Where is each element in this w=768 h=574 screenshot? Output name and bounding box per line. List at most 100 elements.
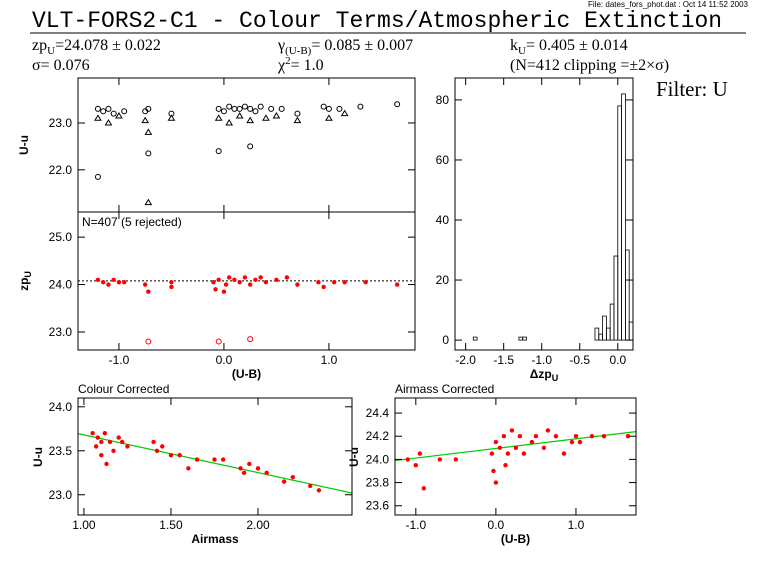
point bbox=[145, 338, 152, 345]
point bbox=[405, 457, 411, 462]
x-axis-label-main: Δzp bbox=[530, 367, 552, 381]
y-tick-label: 24.4 bbox=[366, 406, 390, 420]
frame bbox=[77, 397, 353, 516]
point bbox=[215, 338, 222, 345]
x-tick-label: -1.0 bbox=[405, 518, 426, 532]
point bbox=[521, 451, 527, 456]
stat: σ= 0.076 bbox=[32, 57, 90, 74]
y-tick-label: 23.5 bbox=[49, 444, 73, 458]
x-tick-label: 1.0 bbox=[568, 518, 585, 532]
annotation: N=407 (5 rejected) bbox=[82, 215, 182, 229]
point bbox=[145, 105, 152, 112]
point bbox=[104, 461, 109, 467]
filter-label: Filter: U bbox=[656, 77, 728, 101]
point bbox=[573, 434, 579, 439]
x-tick-label: 0.0 bbox=[216, 353, 233, 367]
y-tick-label: 23.6 bbox=[366, 499, 390, 513]
point bbox=[533, 434, 539, 439]
point bbox=[95, 277, 101, 283]
point bbox=[413, 462, 419, 468]
stat-rest: = 0.405 ± 0.014 bbox=[526, 37, 628, 54]
point bbox=[316, 488, 322, 493]
stat: zpU=24.078 ± 0.022 bbox=[32, 37, 161, 57]
point bbox=[394, 282, 400, 287]
y-axis-label: U-u bbox=[17, 135, 31, 155]
histogram-bar bbox=[598, 333, 603, 341]
point bbox=[363, 279, 368, 285]
point bbox=[255, 466, 261, 471]
stat-rest: = 0.085 ± 0.007 bbox=[311, 37, 413, 54]
point bbox=[501, 434, 507, 439]
point bbox=[120, 439, 125, 445]
point bbox=[186, 466, 191, 471]
stat: kU= 0.405 ± 0.014 bbox=[510, 37, 628, 57]
y-tick-label: 23.0 bbox=[49, 325, 73, 339]
y-tick-label: 24.2 bbox=[366, 429, 390, 443]
stat-main: γ bbox=[277, 37, 285, 54]
point bbox=[325, 105, 332, 112]
point bbox=[394, 101, 401, 108]
point bbox=[167, 114, 176, 121]
point bbox=[177, 452, 182, 458]
point bbox=[115, 111, 123, 119]
point bbox=[503, 462, 508, 468]
histogram-bar bbox=[628, 321, 633, 341]
point bbox=[94, 173, 101, 180]
point bbox=[237, 279, 242, 285]
point bbox=[625, 434, 631, 439]
point bbox=[214, 114, 223, 121]
y-tick-label: 80 bbox=[436, 93, 450, 107]
point bbox=[144, 128, 153, 135]
point bbox=[194, 457, 200, 462]
point bbox=[111, 277, 116, 283]
point bbox=[102, 430, 108, 436]
point bbox=[169, 279, 174, 285]
point bbox=[231, 105, 238, 112]
y-tick-label: 23.0 bbox=[49, 488, 73, 502]
point bbox=[116, 435, 121, 440]
point bbox=[94, 105, 101, 112]
point bbox=[100, 279, 106, 285]
point bbox=[104, 119, 113, 126]
y-tick-label: 40 bbox=[436, 213, 450, 227]
histogram-bar bbox=[518, 336, 524, 341]
point bbox=[257, 103, 264, 110]
point bbox=[220, 108, 227, 115]
point bbox=[308, 483, 313, 489]
y-tick-label: 22.0 bbox=[49, 163, 73, 177]
x-axis-label-main: (U-B) bbox=[232, 367, 261, 381]
y-tick-label: 20 bbox=[436, 273, 450, 287]
point bbox=[589, 434, 595, 439]
point bbox=[247, 143, 254, 150]
point bbox=[247, 282, 253, 287]
point bbox=[253, 277, 258, 283]
y-axis-label-main: U-u bbox=[31, 447, 45, 467]
point bbox=[505, 451, 511, 456]
y-axis-label-main: U-u bbox=[17, 135, 31, 155]
point bbox=[247, 461, 252, 467]
frame bbox=[454, 77, 634, 351]
point bbox=[93, 444, 99, 449]
histogram-bar bbox=[621, 93, 626, 341]
point bbox=[100, 108, 107, 115]
frame bbox=[77, 77, 416, 213]
x-tick-label: 1.50 bbox=[159, 518, 183, 532]
plot-area bbox=[78, 275, 415, 345]
y-axis-label: U-u bbox=[31, 447, 45, 467]
point bbox=[529, 439, 535, 445]
point bbox=[272, 111, 281, 119]
point bbox=[247, 336, 254, 343]
point bbox=[553, 434, 559, 439]
y-axis-label: U-u bbox=[347, 447, 361, 467]
x-tick-label: -0.5 bbox=[569, 353, 590, 367]
point bbox=[221, 289, 227, 294]
y-axis-label-sub: U bbox=[23, 271, 33, 278]
histogram-bar bbox=[472, 336, 478, 341]
point bbox=[99, 439, 104, 445]
stat-rest: =24.078 ± 0.022 bbox=[55, 37, 161, 54]
y-tick-label: 24.0 bbox=[366, 452, 390, 466]
point bbox=[110, 110, 117, 117]
file-label: File: dates_fors_phot.dat : Oct 14 11:52… bbox=[588, 0, 749, 9]
histogram-bar bbox=[609, 303, 615, 341]
